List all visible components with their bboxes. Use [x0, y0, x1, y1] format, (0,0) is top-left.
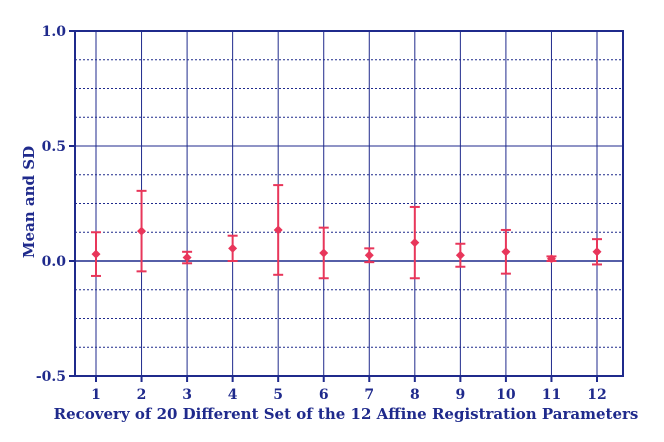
y-tick-label: -0.5 — [36, 369, 66, 385]
x-tick-label: 7 — [364, 387, 374, 403]
x-tick-label: 9 — [455, 387, 465, 403]
mean-marker — [592, 247, 602, 257]
x-axis-title: Recovery of 20 Different Set of the 12 A… — [54, 405, 639, 423]
grid-lines — [75, 30, 623, 376]
data-marks — [91, 184, 602, 280]
mean-marker — [91, 249, 101, 259]
mean-marker — [410, 238, 420, 248]
x-tick-label: 8 — [410, 387, 420, 403]
mean-marker — [546, 254, 556, 264]
y-tick-label: 0.0 — [42, 254, 67, 270]
x-tick-label: 3 — [182, 387, 192, 403]
x-tick-label: 10 — [496, 387, 516, 403]
y-tick-label: 0.5 — [42, 139, 66, 155]
x-tick-label: 4 — [228, 387, 238, 403]
mean-marker — [319, 248, 329, 258]
mean-marker — [137, 226, 147, 236]
y-tick-label: 1.0 — [42, 24, 67, 40]
plot-frame — [74, 30, 624, 377]
mean-marker — [501, 247, 511, 257]
tick-labels: -0.50.00.51.01 2 3 4 5 6 7 8 9 10 11 12 — [36, 24, 607, 403]
y-axis-title: Mean and SD — [20, 146, 38, 258]
mean-marker — [455, 250, 465, 260]
x-tick-label: 11 — [542, 387, 561, 403]
axes — [69, 30, 624, 382]
x-tick-label: 12 — [587, 387, 606, 403]
mean-marker — [273, 225, 283, 235]
x-tick-label: 6 — [319, 387, 329, 403]
mean-marker — [228, 243, 238, 253]
mean-marker — [364, 250, 374, 260]
mean-marker — [182, 253, 192, 263]
x-tick-label: 2 — [137, 387, 147, 403]
x-tick-label: 1 — [91, 387, 101, 403]
x-tick-label: 5 — [273, 387, 283, 403]
